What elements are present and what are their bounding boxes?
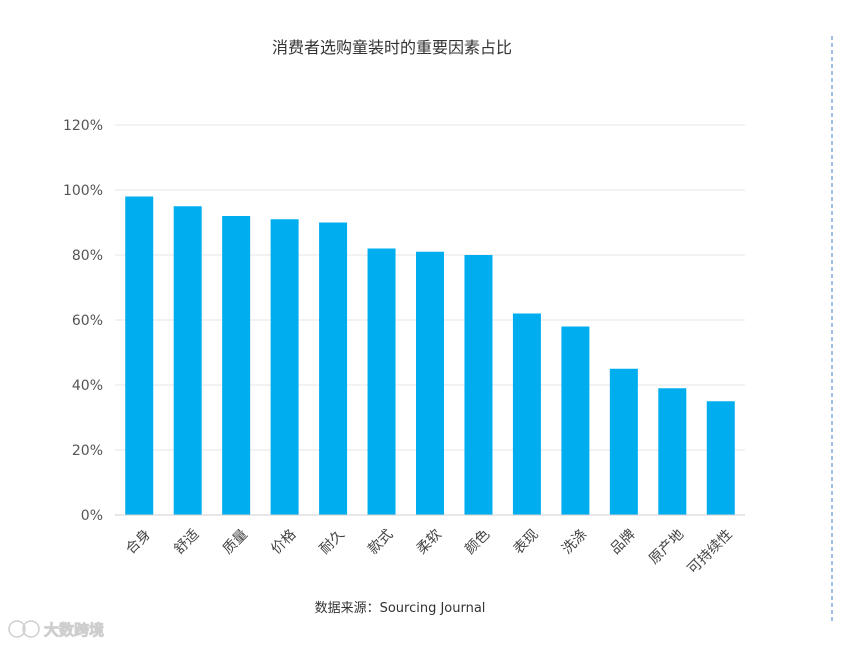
watermark: 大数跨境 [8, 620, 104, 639]
x-tick-label: 品牌 [607, 526, 639, 558]
x-tick-label: 价格 [268, 527, 299, 558]
x-tick-label: 原产地 [646, 527, 687, 568]
x-tick-label: 舒适 [171, 527, 202, 558]
x-tick-label: 柔软 [414, 527, 445, 558]
x-tick-label: 颜色 [461, 526, 493, 558]
y-tick-label: 20% [72, 443, 103, 459]
y-tick-label: 40% [72, 378, 103, 394]
x-tick-label: 款式 [365, 527, 396, 558]
watermark-text: 大数跨境 [44, 621, 104, 639]
bar-10 [561, 326, 590, 515]
y-tick-label: 120% [63, 118, 103, 134]
bar-12 [658, 388, 687, 515]
bar-11 [609, 368, 638, 515]
bar-4 [270, 219, 299, 515]
y-tick-label: 60% [72, 313, 103, 329]
bar-3 [222, 216, 251, 515]
bar-9 [512, 313, 541, 515]
y-tick-label: 0% [81, 508, 103, 524]
y-tick-label: 80% [72, 248, 103, 264]
x-tick-label: 合身 [123, 527, 154, 558]
bars [125, 196, 735, 515]
bar-2 [173, 206, 202, 515]
bar-13 [706, 401, 735, 515]
bar-6 [367, 248, 396, 515]
bar-1 [125, 196, 154, 515]
x-tick-label: 质量 [220, 527, 251, 558]
source-note: 数据来源：Sourcing Journal [315, 601, 486, 616]
bar-7 [416, 251, 444, 515]
bar-5 [319, 222, 348, 515]
y-tick-label: 100% [63, 183, 103, 199]
x-tick-label: 可持续性 [684, 526, 736, 578]
x-tick-label: 耐久 [317, 527, 348, 558]
y-axis-ticks: 0% 20% 40% 60% 80% 100% 120% [63, 118, 103, 524]
bar-8 [464, 255, 493, 515]
chart-title: 消费者选购童装时的重要因素占比 [272, 38, 512, 57]
x-tick-label: 洗涤 [559, 527, 590, 558]
x-tick-label: 表现 [511, 527, 542, 558]
watermark-logo-icon [8, 620, 40, 638]
